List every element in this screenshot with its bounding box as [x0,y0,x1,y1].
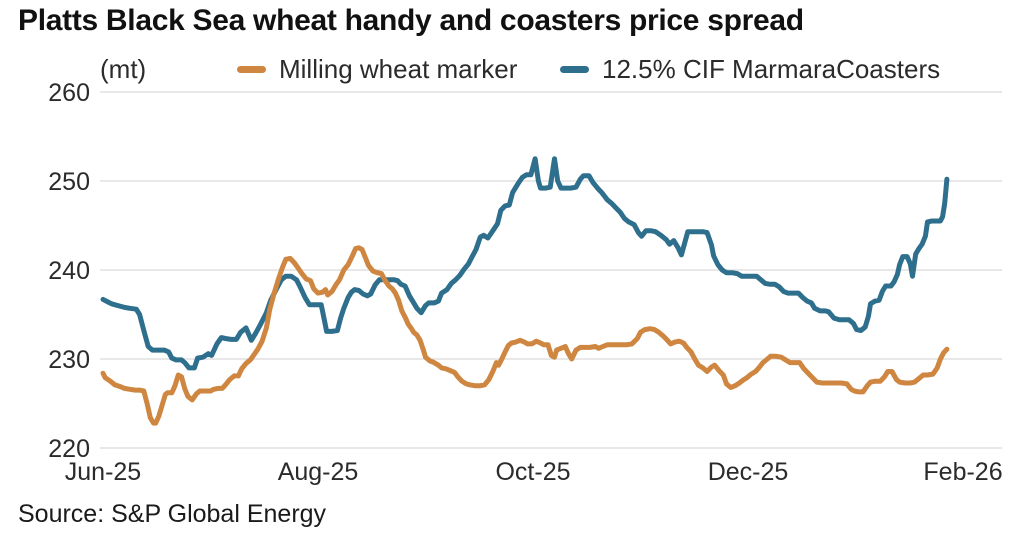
series-line-milling-wheat-marker [100,245,950,426]
legend-item-cif-marmara: 12.5% CIF MarmaraCoasters [560,54,940,85]
y-tick-label: 250 [48,168,90,196]
chart-title: Platts Black Sea wheat handy and coaster… [18,4,804,37]
x-tick-label: Aug-25 [278,458,359,486]
x-tick-label: Feb-26 [923,458,1002,486]
legend-swatch-cif-icon [560,66,589,73]
y-tick-label: 220 [48,435,90,463]
x-tick-label: Oct-25 [495,458,570,486]
y-axis-unit-label: (mt) [100,54,147,84]
legend-item-milling-wheat: Milling wheat marker [237,54,517,85]
x-tick-label: Jun-25 [65,458,141,486]
y-tick-label: 260 [48,79,90,107]
y-tick-label: 230 [48,346,90,374]
source-note: Source: S&P Global Energy [18,500,327,528]
series-line-12-5-cif-marmaracoasters [100,156,950,371]
legend-swatch-milling-icon [237,66,266,73]
x-tick-label: Dec-25 [708,458,789,486]
legend-label-cif: 12.5% CIF MarmaraCoasters [602,54,941,84]
legend-label-milling: Milling wheat marker [279,54,518,84]
y-tick-label: 240 [48,257,90,285]
